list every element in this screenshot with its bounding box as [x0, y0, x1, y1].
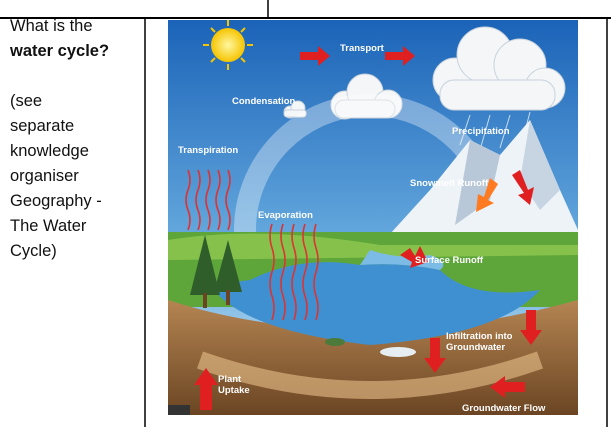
diagram-label: Precipitation — [452, 126, 510, 137]
question-bold: water cycle? — [9, 42, 109, 60]
diagram-label: Transpiration — [178, 145, 238, 156]
note-text: separate — [10, 117, 74, 135]
diagram-label: Condensation — [232, 96, 296, 107]
diagram-label: Transport — [340, 43, 385, 54]
diagram-label: Evaporation — [258, 210, 313, 221]
diagram-label: Plant — [218, 374, 242, 385]
page: What is the water cycle? (see separate knowl… — [0, 0, 611, 427]
note-text: The Water — [10, 217, 87, 235]
diagram-label: Surface Runoff — [415, 255, 484, 266]
diagram-label: Groundwater — [446, 342, 505, 353]
diagram-label: Groundwater Flow — [462, 403, 546, 414]
diagram-label: Snowmelt Runoff — [410, 178, 489, 189]
diagram-label: Infiltration into — [446, 331, 513, 342]
note-text: Geography - — [10, 192, 102, 210]
note-text: (see — [10, 92, 42, 110]
note-text: Cycle) — [10, 242, 57, 260]
note-text: knowledge — [10, 142, 89, 160]
diagram-label: Uptake — [218, 385, 250, 396]
question-text: What is the — [10, 17, 93, 35]
water-cycle-diagram — [168, 20, 578, 415]
note-text: organiser — [10, 167, 79, 185]
